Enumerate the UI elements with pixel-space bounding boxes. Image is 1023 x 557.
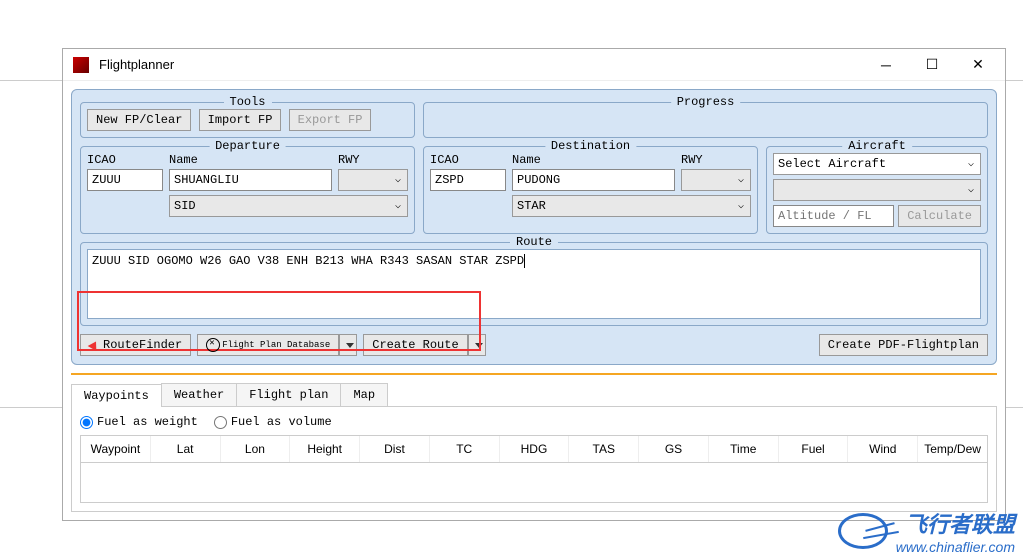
- app-window: Flightplanner ─ ☐ ✕ Tools New FP/Clear I…: [62, 48, 1006, 521]
- create-route-dropdown[interactable]: [468, 334, 486, 356]
- col-height: Height: [290, 436, 360, 462]
- import-fp-button[interactable]: Import FP: [199, 109, 282, 131]
- divider: [71, 373, 997, 375]
- col-wind: Wind: [848, 436, 918, 462]
- fuel-volume-radio[interactable]: Fuel as volume: [214, 415, 332, 429]
- create-route-button[interactable]: Create Route: [363, 334, 467, 356]
- departure-legend: Departure: [209, 139, 286, 153]
- tab-content: Fuel as weight Fuel as volume Waypoint L…: [71, 407, 997, 512]
- fpdb-split-button: Flight Plan Database: [197, 334, 357, 356]
- maximize-button[interactable]: ☐: [909, 50, 955, 80]
- calculate-button[interactable]: Calculate: [898, 205, 981, 227]
- dest-rwy-select[interactable]: [681, 169, 751, 191]
- fpdb-dropdown[interactable]: [339, 334, 357, 356]
- col-fuel: Fuel: [779, 436, 849, 462]
- dest-icao-input[interactable]: [430, 169, 506, 191]
- close-button[interactable]: ✕: [955, 50, 1001, 80]
- dest-name-input[interactable]: [512, 169, 675, 191]
- tab-map[interactable]: Map: [340, 383, 388, 406]
- departure-group: Departure ICAO Name RWY: [80, 146, 415, 234]
- fpdb-icon: [206, 338, 220, 352]
- dep-name-label: Name: [169, 153, 332, 167]
- new-fp-button[interactable]: New FP/Clear: [87, 109, 191, 131]
- col-tas: TAS: [569, 436, 639, 462]
- dest-star-select[interactable]: STAR: [512, 195, 751, 217]
- col-time: Time: [709, 436, 779, 462]
- route-legend: Route: [510, 235, 558, 249]
- col-waypoint: Waypoint: [81, 436, 151, 462]
- dest-name-label: Name: [512, 153, 675, 167]
- aircraft-group: Aircraft Select Aircraft Calculate: [766, 146, 988, 234]
- watermark-en: www.chinaflier.com: [896, 539, 1015, 555]
- route-textarea[interactable]: ZUUU SID OGOMO W26 GAO V38 ENH B213 WHA …: [87, 249, 981, 319]
- tools-legend: Tools: [223, 95, 271, 109]
- tab-waypoints[interactable]: Waypoints: [71, 384, 162, 407]
- fuel-weight-radio[interactable]: Fuel as weight: [80, 415, 198, 429]
- dep-rwy-select[interactable]: [338, 169, 408, 191]
- destination-legend: Destination: [545, 139, 636, 153]
- dep-icao-label: ICAO: [87, 153, 163, 167]
- col-lat: Lat: [151, 436, 221, 462]
- window-title: Flightplanner: [95, 57, 863, 72]
- watermark-cn: 飞行者联盟: [896, 507, 1015, 539]
- tools-group: Tools New FP/Clear Import FP Export FP: [80, 102, 415, 138]
- tab-bar: Waypoints Weather Flight plan Map: [71, 383, 997, 407]
- create-route-split-button: Create Route: [363, 334, 485, 356]
- dep-sid-select[interactable]: SID: [169, 195, 408, 217]
- routefinder-icon: [88, 339, 101, 351]
- export-fp-button: Export FP: [289, 109, 372, 131]
- create-pdf-button[interactable]: Create PDF-Flightplan: [819, 334, 988, 356]
- col-tc: TC: [430, 436, 500, 462]
- window-content: Tools New FP/Clear Import FP Export FP P…: [63, 81, 1005, 520]
- progress-legend: Progress: [671, 95, 741, 109]
- progress-group: Progress: [423, 102, 988, 138]
- watermark: 飞行者联盟 www.chinaflier.com: [838, 507, 1015, 555]
- watermark-logo-icon: [838, 513, 888, 549]
- tab-flightplan[interactable]: Flight plan: [236, 383, 341, 406]
- aircraft-sub-select[interactable]: [773, 179, 981, 201]
- fpdb-button[interactable]: Flight Plan Database: [197, 334, 339, 356]
- waypoints-table-body: [80, 463, 988, 503]
- aircraft-select[interactable]: Select Aircraft: [773, 153, 981, 175]
- altitude-input[interactable]: [773, 205, 894, 227]
- col-lon: Lon: [221, 436, 291, 462]
- routefinder-button[interactable]: RouteFinder: [80, 334, 191, 356]
- col-gs: GS: [639, 436, 709, 462]
- app-icon: [73, 57, 89, 73]
- col-tempdew: Temp/Dew: [918, 436, 987, 462]
- col-dist: Dist: [360, 436, 430, 462]
- dep-name-input[interactable]: [169, 169, 332, 191]
- dest-icao-label: ICAO: [430, 153, 506, 167]
- route-group: Route ZUUU SID OGOMO W26 GAO V38 ENH B21…: [80, 242, 988, 326]
- minimize-button[interactable]: ─: [863, 50, 909, 80]
- aircraft-legend: Aircraft: [842, 139, 912, 153]
- chevron-down-icon: [346, 343, 354, 348]
- destination-group: Destination ICAO Name RWY: [423, 146, 758, 234]
- main-panel: Tools New FP/Clear Import FP Export FP P…: [71, 89, 997, 365]
- dest-rwy-label: RWY: [681, 153, 751, 167]
- col-hdg: HDG: [500, 436, 570, 462]
- waypoints-table-header: Waypoint Lat Lon Height Dist TC HDG TAS …: [80, 435, 988, 463]
- tab-weather[interactable]: Weather: [161, 383, 237, 406]
- dep-icao-input[interactable]: [87, 169, 163, 191]
- dep-rwy-label: RWY: [338, 153, 408, 167]
- title-bar: Flightplanner ─ ☐ ✕: [63, 49, 1005, 81]
- chevron-down-icon: [475, 343, 483, 348]
